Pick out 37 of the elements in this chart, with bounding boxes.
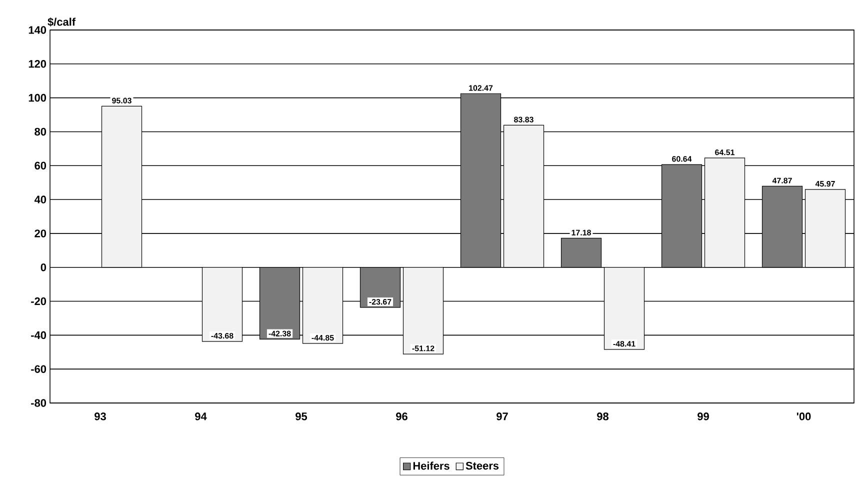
bar (604, 267, 645, 350)
x-tick-label: 93 (94, 412, 106, 420)
bar (101, 106, 142, 268)
y-tick-label: -80 (31, 399, 46, 407)
x-tick-label: 96 (396, 412, 408, 420)
y-tick-label: 60 (34, 162, 46, 170)
y-tick-label: 20 (34, 230, 46, 238)
x-tick-label: 95 (296, 412, 308, 420)
y-tick-label: -60 (31, 365, 46, 373)
bar (302, 267, 344, 344)
y-tick-label: 140 (28, 26, 46, 34)
x-tick-label: 97 (496, 412, 508, 420)
bar (259, 267, 300, 340)
x-tick-label: 94 (195, 412, 207, 420)
x-tick-label: 99 (698, 412, 709, 420)
y-tick-label: 100 (28, 94, 46, 102)
y-tick-label: 80 (34, 128, 46, 136)
legend-label: Heifers (413, 462, 450, 470)
y-tick-label: 0 (40, 263, 46, 272)
bar (661, 164, 702, 268)
bar (503, 124, 544, 268)
y-axis-title: $/calf (48, 18, 76, 26)
bar (360, 267, 401, 308)
bar (762, 186, 803, 268)
x-tick-label: '00 (796, 412, 811, 420)
bar (460, 93, 502, 268)
bar (804, 189, 846, 268)
y-tick-label: 120 (28, 60, 46, 68)
y-tick-label: 40 (34, 196, 46, 204)
legend-label: Steers (466, 462, 499, 470)
bar (402, 267, 444, 354)
x-tick-label: 98 (597, 412, 609, 420)
y-tick-label: -40 (31, 331, 46, 340)
bar (560, 238, 602, 268)
bar (202, 267, 243, 342)
y-tick-label: -20 (31, 297, 46, 306)
bar (704, 158, 746, 268)
